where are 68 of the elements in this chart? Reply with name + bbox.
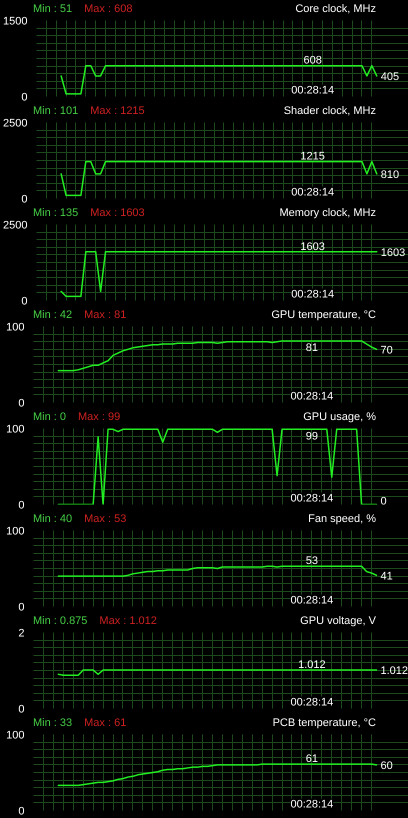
- text: Max : 1215: [90, 104, 145, 118]
- y-tick-label: 0: [18, 806, 25, 818]
- line-series: [58, 428, 378, 504]
- annotation: 00:28:14: [290, 594, 334, 606]
- chart-title: PCB temperature, °C: [272, 716, 376, 730]
- data-label: 1603: [300, 240, 325, 253]
- text: Min : 51: [33, 2, 72, 16]
- data-label: 81: [306, 342, 318, 354]
- data-label: 61: [306, 753, 318, 766]
- data-label: 608: [303, 54, 322, 67]
- data-label: 1.012: [298, 659, 326, 672]
- y-tick-label: 0: [18, 602, 25, 614]
- y-tick-label: 0: [21, 92, 28, 104]
- text: Min : 0: [33, 410, 66, 424]
- text: Min : 42: [33, 308, 72, 322]
- text: Min : 33: [33, 716, 72, 730]
- y-tick-label: 2: [18, 628, 25, 640]
- chart-title: GPU voltage, V: [300, 614, 376, 628]
- data-label: 60: [380, 760, 393, 772]
- chart-title: GPU usage, %: [303, 410, 376, 424]
- text: Max : 99: [78, 410, 120, 424]
- y-tick-label: 100: [6, 424, 25, 436]
- chart-title: Fan speed, %: [308, 512, 376, 526]
- y-tick-label: 100: [6, 322, 25, 334]
- text: Max : 61: [84, 716, 126, 730]
- text: Min : 101: [33, 104, 78, 118]
- y-tick-label: 100: [6, 526, 25, 538]
- data-label: 99: [306, 430, 318, 442]
- text: Max : 1603: [90, 206, 145, 220]
- y-tick-label: 0: [21, 296, 28, 308]
- data-label: 1215: [300, 150, 325, 163]
- data-label: 41: [380, 570, 393, 582]
- data-label: 53: [306, 555, 318, 568]
- y-tick-label: 0: [18, 398, 25, 410]
- annotation: 00:28:14: [290, 390, 334, 402]
- y-tick-label: 0: [18, 704, 25, 716]
- data-label: 1603: [380, 246, 406, 259]
- annotation: 00:28:14: [290, 492, 334, 504]
- text: Min : 40: [33, 512, 72, 526]
- chart-title: Shader clock, MHz: [284, 104, 376, 118]
- y-tick-label: 2500: [3, 118, 28, 130]
- y-tick-label: 1500: [3, 16, 28, 28]
- chart-title: GPU temperature, °C: [271, 308, 376, 322]
- data-label: 1.012: [380, 665, 408, 678]
- text: Min : 135: [33, 206, 78, 220]
- annotation: 00:28:14: [290, 798, 334, 810]
- chart-title: Core clock, MHz: [295, 2, 376, 16]
- text: Max : 608: [84, 2, 132, 16]
- text: Max : 53: [84, 512, 126, 526]
- data-label: 0: [380, 496, 387, 508]
- line-series: [58, 565, 378, 577]
- y-tick-label: 0: [18, 500, 25, 512]
- data-label: 70: [380, 344, 393, 356]
- chart-title: Memory clock, MHz: [279, 206, 376, 220]
- text: Max : 81: [84, 308, 126, 322]
- text: Min : 0.875: [33, 614, 88, 628]
- line-series: [58, 763, 378, 786]
- y-tick-label: 2500: [3, 220, 28, 232]
- text: Max : 1.012: [99, 614, 157, 628]
- y-tick-label: 0: [21, 194, 28, 206]
- line-series: [58, 340, 378, 372]
- y-tick-label: 100: [6, 730, 25, 742]
- annotation: 00:28:14: [290, 696, 334, 708]
- data-label: 405: [380, 70, 400, 83]
- data-label: 810: [380, 168, 400, 181]
- annotation: 00:28:14: [291, 186, 334, 198]
- annotation: 00:28:14: [291, 84, 334, 96]
- annotation: 00:28:14: [291, 288, 334, 300]
